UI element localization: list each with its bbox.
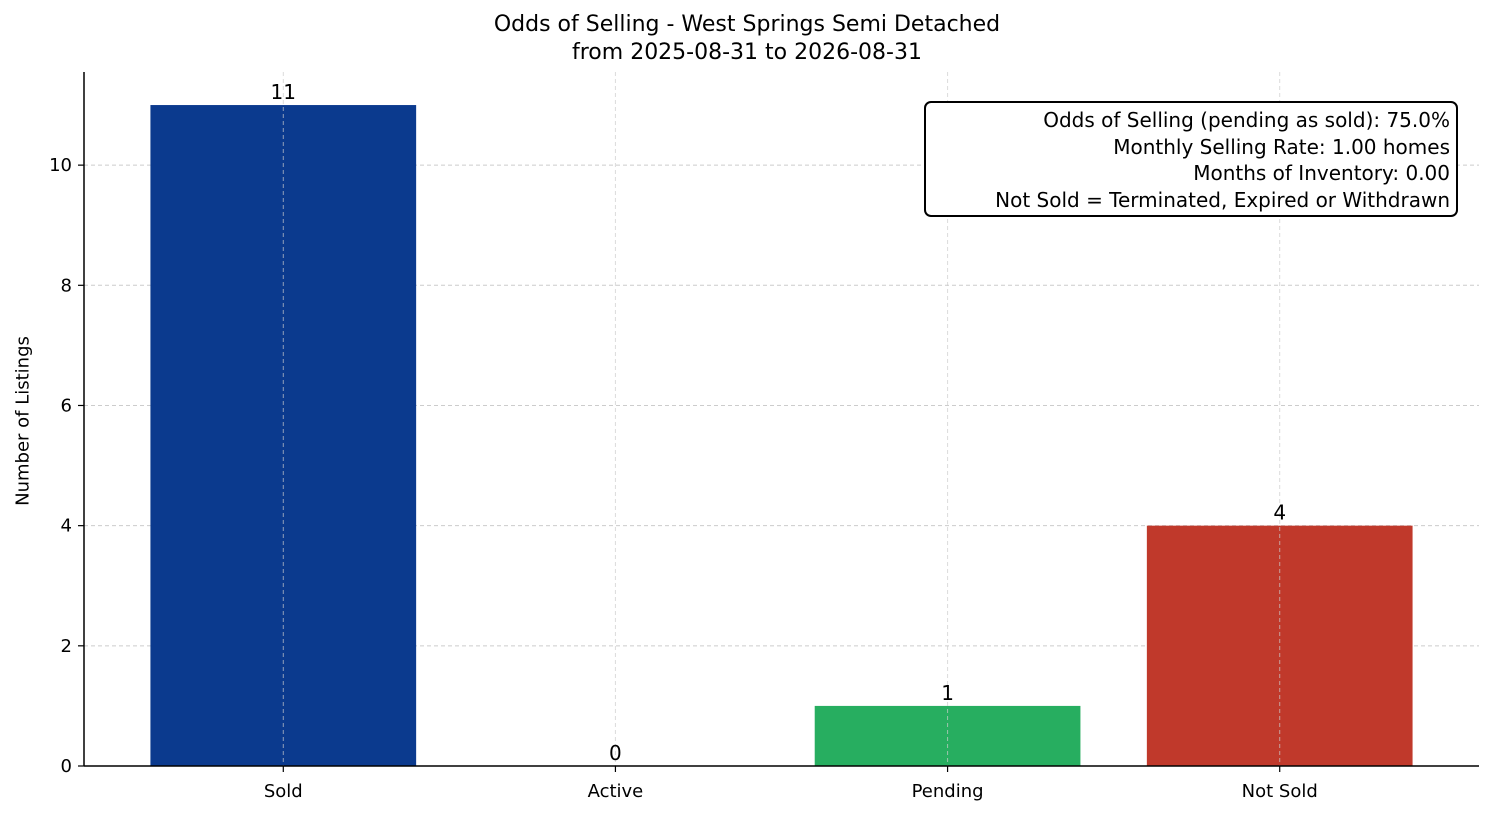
stats-annotation-box: Odds of Selling (pending as sold): 75.0%… [924,101,1458,217]
y-tick-label: 2 [61,636,72,657]
bar-value-label: 1 [941,681,954,705]
x-tick-label: Pending [912,781,984,802]
stats-rate-line: Monthly Selling Rate: 1.00 homes [1113,134,1450,159]
x-tick-label: Sold [264,781,303,802]
bar-value-label: 4 [1273,501,1286,525]
y-tick-label: 6 [61,395,72,416]
y-tick-label: 10 [49,155,72,176]
labels: 0 2 4 6 8 10 11 Sold 0 Active 1 Pending 4 Not Sold [49,80,1318,802]
bar-value-label: 11 [271,80,296,104]
bar-sold [150,105,417,767]
y-axis-label: Number of Listings [12,336,34,506]
x-tick-label: Not Sold [1242,781,1318,802]
bar-pending [814,705,1081,766]
y-tick-label: 8 [61,275,72,296]
stats-definition-line: Not Sold = Terminated, Expired or Withdr… [995,187,1450,212]
x-tick-label: Active [588,781,644,802]
bar-not-sold [1146,525,1413,766]
y-tick-label: 0 [61,756,72,777]
axes [78,72,1479,772]
chart-subtitle: from 2025-08-31 to 2026-08-31 [572,40,922,65]
chart-title: Odds of Selling - West Springs Semi Deta… [493,12,1001,37]
stats-inventory-line: Months of Inventory: 0.00 [1193,161,1450,185]
bar-value-label: 0 [609,741,622,765]
stats-odds-line: Odds of Selling (pending as sold): 75.0% [1043,108,1450,132]
y-tick-label: 4 [61,516,72,537]
